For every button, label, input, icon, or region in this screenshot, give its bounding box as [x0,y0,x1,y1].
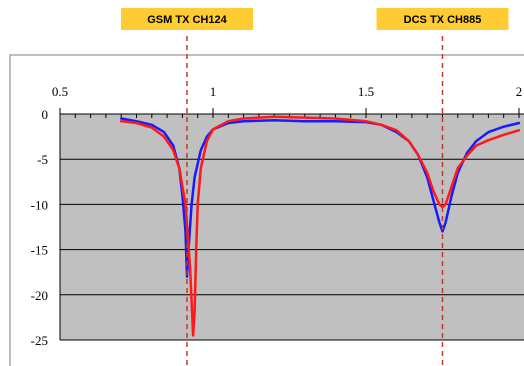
y-tick-label: -20 [31,288,48,303]
x-tick-label: 0.5 [52,84,68,99]
y-tick-label: -25 [31,333,48,348]
x-tick-label: 1.5 [358,84,374,99]
x-tick-label: 1 [210,84,217,99]
annotation-label: GSM TX CH124 [147,14,227,26]
plot-area [60,114,524,340]
x-tick-label: 2 [516,84,523,99]
y-tick-label: -15 [31,243,48,258]
y-tick-label: -5 [37,152,48,167]
y-tick-label: 0 [42,107,49,122]
y-tick-label: -10 [31,197,48,212]
annotation-label: DCS TX CH885 [404,14,482,26]
